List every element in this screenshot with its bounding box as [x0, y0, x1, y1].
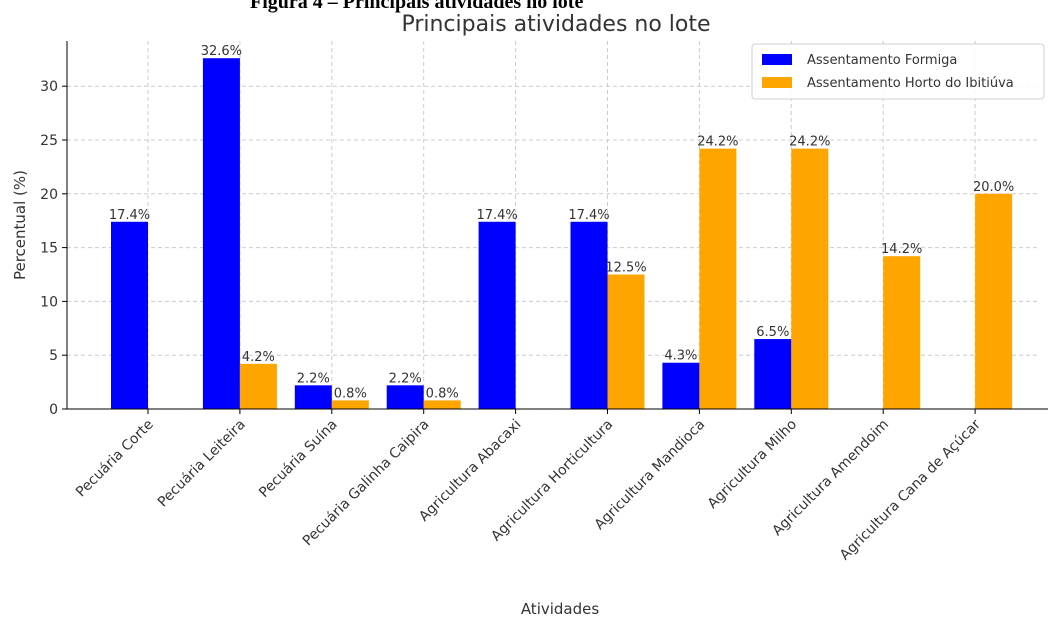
bar-series-1 — [570, 221, 608, 409]
bar-series-1 — [386, 385, 424, 409]
bar-data-label: 14.2% — [881, 242, 922, 257]
y-tick-label: 30 — [40, 79, 58, 95]
legend: Assentamento Formiga Assentamento Horto … — [751, 43, 1045, 100]
bar-series-1 — [754, 339, 792, 409]
bar-series-1 — [202, 58, 240, 410]
bar-data-label: 4.2% — [242, 350, 275, 365]
legend-box — [751, 43, 1045, 100]
data-labels: 17.4% 32.6% 2.2% 2.2% 17.4% 17.4% 4.3% 6.5% 4.2%… — [109, 44, 1014, 401]
bar-data-label: 2.2% — [297, 371, 330, 386]
bar-series-1 — [478, 221, 516, 409]
legend-swatch-series-1 — [762, 54, 792, 65]
x-tick-label: Agricultura Milho — [705, 417, 800, 512]
bar-series-2 — [607, 274, 645, 409]
bar-data-label: 17.4% — [476, 208, 517, 223]
bar-data-label: 6.5% — [756, 325, 789, 340]
y-tick-label: 25 — [40, 133, 58, 149]
chart-title: Principais atividades no lote — [401, 12, 710, 37]
y-tick-label: 15 — [40, 241, 58, 257]
legend-label-series-2: Assentamento Horto do Ibitiúva — [807, 76, 1014, 91]
bar-series-2 — [331, 400, 369, 409]
legend-label-series-1: Assentamento Formiga — [807, 53, 957, 68]
bar-data-label: 24.2% — [789, 135, 830, 150]
x-tick-label: Pecuária Corte — [73, 417, 157, 501]
bar-data-label: 0.8% — [334, 386, 367, 401]
bar-series-2 — [699, 148, 737, 409]
bar-data-label: 12.5% — [605, 260, 646, 275]
y-tick-label: 5 — [49, 348, 58, 364]
x-axis-label: Atividades — [521, 600, 600, 618]
y-tick-label: 0 — [49, 402, 58, 418]
bar-series-2 — [239, 363, 277, 409]
bar-data-label: 0.8% — [426, 386, 459, 401]
bar-data-label: 4.3% — [664, 349, 697, 364]
y-tick-label: 20 — [40, 187, 58, 203]
bar-series-1 — [294, 385, 332, 409]
x-tick-label: Pecuária Leiteira — [155, 417, 249, 511]
bars — [111, 58, 1013, 410]
figure-caption: Figura 4 – Principais atividades no lote — [250, 0, 584, 13]
bar-series-2 — [423, 400, 461, 409]
bar-series-1 — [111, 221, 148, 409]
bar-data-label: 24.2% — [697, 135, 738, 150]
x-tick-label: Agricultura Abacaxi — [416, 417, 524, 525]
bar-data-label: 17.4% — [568, 208, 609, 223]
bar-data-label: 2.2% — [389, 371, 422, 386]
bar-data-label: 17.4% — [109, 208, 150, 223]
x-tick-label: Pecuária Suína — [256, 417, 340, 501]
bar-series-2 — [883, 256, 921, 409]
legend-swatch-series-2 — [762, 77, 792, 88]
y-tick-label: 10 — [40, 294, 58, 310]
bar-series-2 — [791, 148, 829, 409]
bar-series-1 — [662, 362, 700, 409]
bar-data-label: 32.6% — [201, 44, 242, 59]
bar-series-2 — [975, 193, 1013, 409]
y-axis-label: Percentual (%) — [11, 170, 29, 280]
bar-data-label: 20.0% — [973, 180, 1014, 195]
